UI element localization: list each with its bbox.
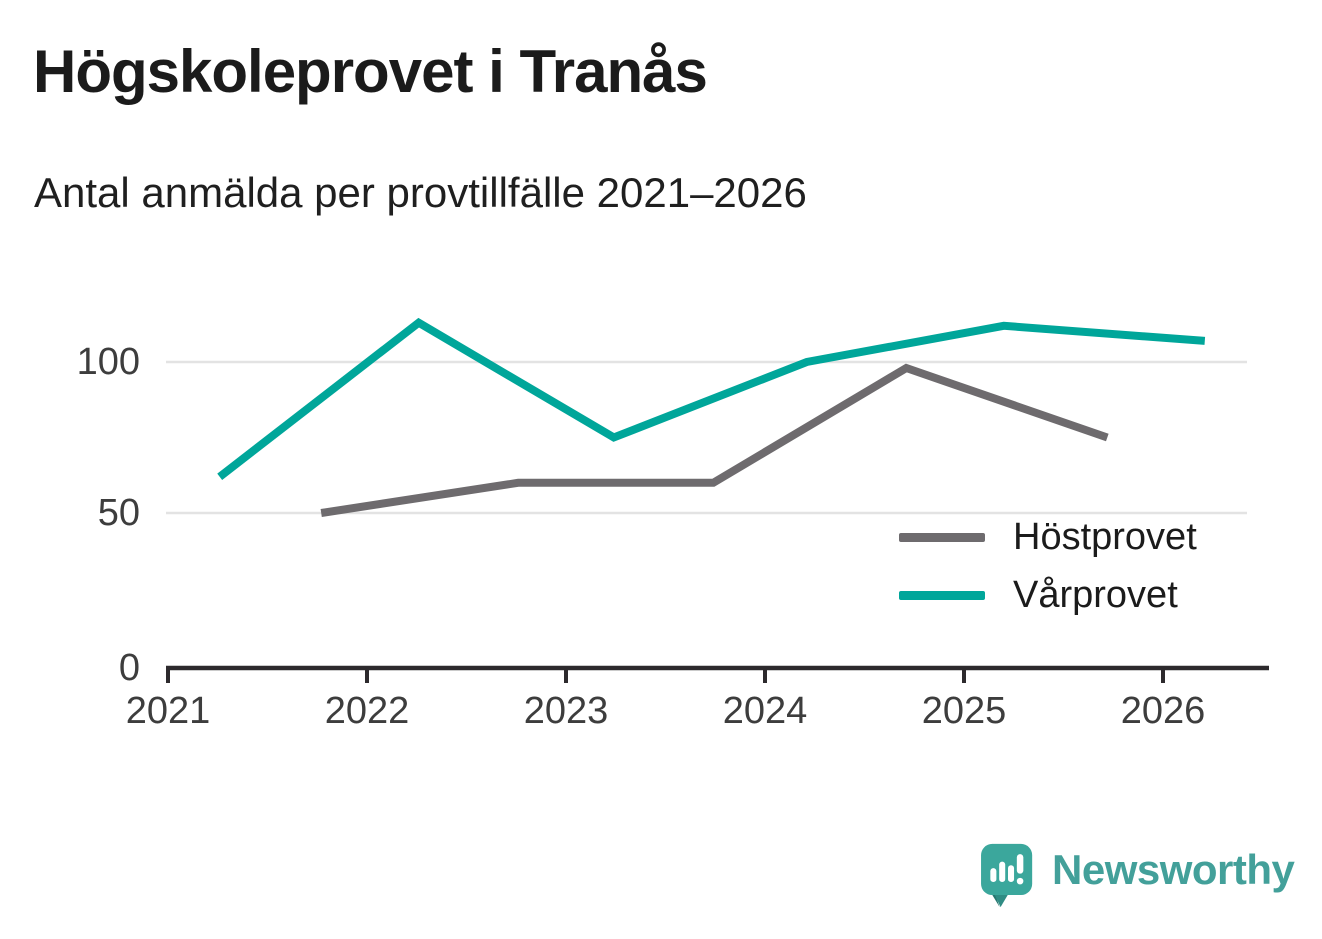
y-tick-label-50: 50 [97,492,140,534]
chart-subtitle: Antal anmälda per provtillfälle 2021–202… [34,169,807,216]
x-tick-label-2021: 2021 [125,690,211,732]
newsworthy-logo: Newsworthy [980,843,1295,909]
x-tick-label-2022: 2022 [324,690,410,732]
x-tick-label-2023: 2023 [523,690,609,732]
y-tick-label-0: 0 [118,647,140,689]
legend-item-hostprovet: Höstprovet [899,516,1197,558]
chart-legend: Höstprovet Vårprovet [899,516,1197,616]
legend-label: Höstprovet [1013,516,1197,558]
x-tick-label-2024: 2024 [722,690,808,732]
legend-label: Vårprovet [1013,574,1178,616]
x-tick-label-2026: 2026 [1120,690,1206,732]
y-tick-label-100: 100 [76,341,140,383]
series-line-höstprovet [320,363,1109,517]
newsworthy-wordmark: Newsworthy [1052,846,1295,893]
newsworthy-icon [981,843,1033,908]
page-title: Högskoleprovet i Tranås [33,38,708,105]
series-line-vårprovet [217,317,1206,480]
hostprovet-line-swatch [899,532,985,542]
legend-item-varprovet: Vårprovet [899,574,1197,616]
x-tick-label-2025: 2025 [921,690,1007,732]
varprovet-line-swatch [899,590,985,600]
